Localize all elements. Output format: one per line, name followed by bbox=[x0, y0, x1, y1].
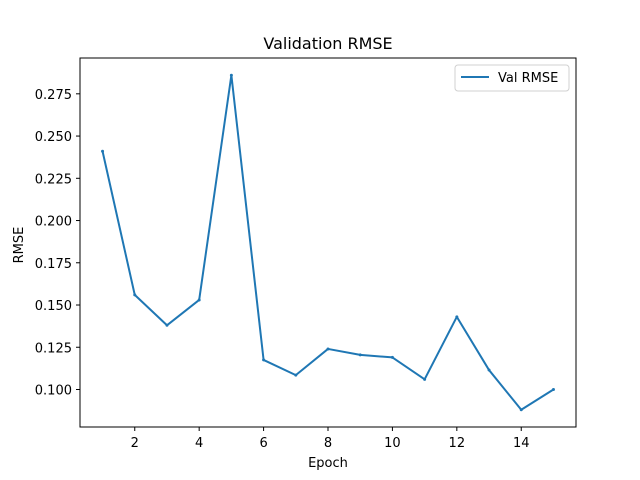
data-point-0-7 bbox=[326, 347, 330, 351]
x-tick-label-1: 4 bbox=[195, 436, 203, 451]
x-tick-label-0: 2 bbox=[131, 436, 139, 451]
data-point-0-13 bbox=[519, 408, 523, 412]
data-point-0-8 bbox=[358, 353, 362, 357]
y-tick-label-4: 0.200 bbox=[35, 215, 72, 230]
y-tick-label-0: 0.100 bbox=[35, 383, 72, 398]
data-point-0-6 bbox=[294, 373, 298, 377]
legend: Val RMSE bbox=[454, 64, 570, 92]
legend-box bbox=[454, 64, 570, 92]
data-point-0-2 bbox=[165, 323, 169, 327]
legend-label-0: Val RMSE bbox=[498, 71, 558, 86]
y-tick-label-3: 0.175 bbox=[35, 257, 72, 272]
data-point-0-11 bbox=[455, 315, 459, 319]
y-tick-label-5: 0.225 bbox=[35, 172, 72, 187]
x-tick-label-4: 10 bbox=[384, 436, 401, 451]
chart-title: Validation RMSE bbox=[263, 34, 392, 53]
plot-area: 2 4 6 8 10 12 14 0.100 0.125 0.150 0.175 0.200 0.225… bbox=[35, 57, 577, 451]
x-tick-label-3: 8 bbox=[324, 436, 332, 451]
y-tick-label-6: 0.250 bbox=[35, 130, 72, 145]
data-point-0-3 bbox=[197, 298, 201, 302]
data-point-0-4 bbox=[229, 73, 233, 77]
data-point-0-10 bbox=[423, 377, 427, 381]
data-point-0-9 bbox=[390, 355, 394, 359]
data-point-0-5 bbox=[262, 358, 266, 362]
data-point-0-1 bbox=[133, 293, 137, 297]
y-tick-label-2: 0.150 bbox=[35, 299, 72, 314]
data-point-0-0 bbox=[101, 149, 105, 153]
data-point-0-14 bbox=[551, 387, 555, 391]
y-tick-label-1: 0.125 bbox=[35, 341, 72, 356]
y-tick-label-7: 0.275 bbox=[35, 88, 72, 103]
axes-frame bbox=[79, 57, 577, 428]
x-tick-label-2: 6 bbox=[259, 436, 267, 451]
x-axis-label: Epoch bbox=[308, 456, 348, 471]
x-tick-label-6: 14 bbox=[513, 436, 530, 451]
data-point-0-12 bbox=[487, 368, 491, 372]
x-tick-label-5: 12 bbox=[449, 436, 466, 451]
y-axis-label: RMSE bbox=[12, 227, 27, 264]
